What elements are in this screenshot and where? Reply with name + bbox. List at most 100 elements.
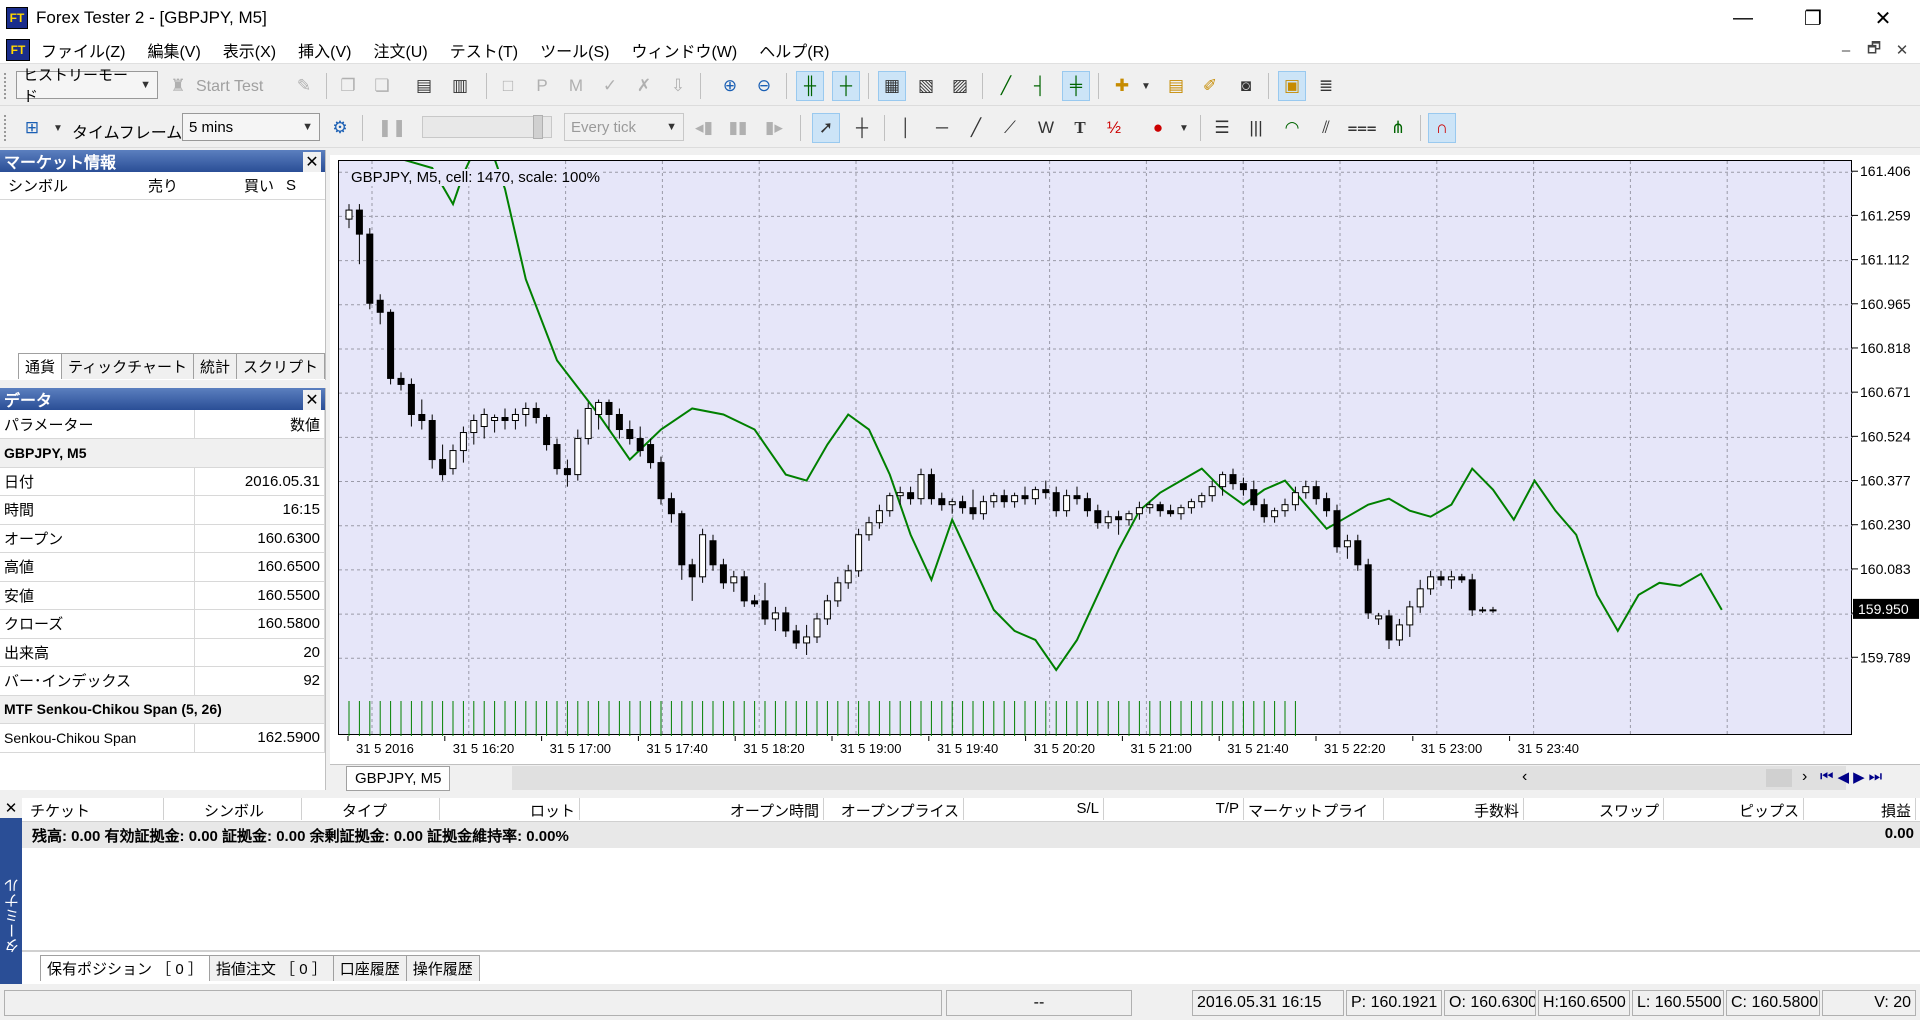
chevron-down-icon[interactable]: ▼ <box>53 122 63 134</box>
first-bar-icon[interactable]: ⏮ <box>1820 768 1834 785</box>
chart-canvas[interactable] <box>339 161 1853 736</box>
chart-shift-icon[interactable]: ▧ <box>917 76 935 95</box>
indicators-icon[interactable]: ✚ <box>1114 76 1130 95</box>
strategy-icon[interactable]: ▣ <box>1278 71 1306 101</box>
column-symbol[interactable]: シンボル <box>164 798 302 820</box>
column-bid[interactable]: 売り <box>147 178 178 195</box>
step-forward-icon[interactable]: ▮▸ <box>765 118 783 137</box>
next-bar-icon[interactable]: ▶ <box>1853 769 1865 786</box>
tab-scripts[interactable]: スクリプト <box>235 353 325 379</box>
chevron-down-icon[interactable]: ▼ <box>1141 80 1151 92</box>
fib-timezones-icon[interactable]: ||| <box>1249 118 1263 137</box>
zoom-out-icon[interactable]: ⊖ <box>756 76 772 95</box>
line-chart-icon[interactable]: ╱ <box>1000 76 1012 95</box>
test-settings-icon[interactable]: ✎ <box>296 76 312 95</box>
p-icon[interactable]: P <box>536 76 548 95</box>
column-open-time[interactable]: オープン時間 <box>580 798 824 820</box>
andrews-pitchfork-icon[interactable]: ⋔ <box>1390 118 1406 137</box>
vertical-line-icon[interactable]: │ <box>900 118 912 137</box>
column-market-price[interactable]: マーケットプライス <box>1244 798 1384 841</box>
crosshair-icon[interactable]: ┼ <box>855 118 869 137</box>
mdi-minimize-button[interactable]: – <box>1841 41 1851 59</box>
column-ask[interactable]: 買い <box>243 178 274 195</box>
menu-file[interactable]: ファイル(Z) <box>41 43 126 61</box>
channel-icon[interactable]: ⩶ <box>1347 118 1377 137</box>
close-icon[interactable]: ✕ <box>303 390 321 410</box>
zoom-in-icon[interactable]: ⊕ <box>722 76 738 95</box>
fibonacci-label-icon[interactable]: ½ <box>1106 118 1122 137</box>
menu-window[interactable]: ウィンドウ(W) <box>631 43 738 61</box>
new-chart-icon[interactable]: ⊞ <box>24 118 40 137</box>
chart-area[interactable]: GBPJPY, M5, cell: 1470, scale: 100% <box>338 160 1853 736</box>
column-open-price[interactable]: オープンプライス <box>824 798 964 820</box>
restore-button[interactable]: ❐ <box>1804 7 1822 30</box>
tab-pending-orders[interactable]: 指値注文 ［ 0 ］ <box>208 955 334 981</box>
step-icon[interactable]: ▮▮ <box>728 118 748 137</box>
export-icon[interactable]: ⇩ <box>670 76 686 95</box>
fib-fan-icon[interactable]: ⫽ <box>1322 118 1330 137</box>
import-data-icon[interactable]: ▥ <box>451 76 469 95</box>
close-icon[interactable]: ✕ <box>303 152 321 172</box>
column-pips[interactable]: ピップス <box>1664 798 1804 820</box>
mdi-close-button[interactable]: ✕ <box>1895 42 1909 59</box>
column-swap[interactable]: スワップ <box>1524 798 1664 820</box>
tab-chart[interactable]: GBPJPY, M5 <box>346 766 451 791</box>
new-file-icon[interactable]: □ <box>502 76 514 95</box>
column-type[interactable]: タイプ <box>302 798 440 820</box>
ray-icon[interactable]: ⟋ <box>1004 118 1016 137</box>
horizontal-line-icon[interactable]: ─ <box>935 118 949 137</box>
scroll-right-icon[interactable]: › <box>1802 768 1808 785</box>
menu-help[interactable]: ヘルプ(R) <box>759 43 830 61</box>
camera-icon[interactable]: ◙ <box>1240 76 1252 95</box>
step-back-icon[interactable]: ◂▮ <box>695 118 713 137</box>
pause-icon[interactable]: ❚❚ <box>377 118 407 137</box>
auto-scroll-icon[interactable]: ▦ <box>878 71 906 101</box>
tab-operation-history[interactable]: 操作履歴 <box>405 955 480 981</box>
candle-chart-icon[interactable]: ┼ <box>832 71 860 101</box>
cursor-icon[interactable]: ➚ <box>812 113 840 143</box>
tab-tick-chart[interactable]: ティックチャート <box>61 353 194 379</box>
close-icon[interactable]: ✕ <box>0 798 22 818</box>
column-spread[interactable]: S <box>285 177 296 194</box>
column-ticket[interactable]: チケット <box>26 798 164 820</box>
column-sl[interactable]: S/L <box>964 798 1104 820</box>
tab-open-positions[interactable]: 保有ポジション ［ 0 ］ <box>40 955 210 981</box>
m-icon[interactable]: M <box>568 76 584 95</box>
clock-gear-icon[interactable]: ⚙ <box>332 118 348 137</box>
menu-tools[interactable]: ツール(S) <box>540 43 610 61</box>
templates-icon[interactable]: ▤ <box>1167 76 1185 95</box>
prev-bar-icon[interactable]: ◀ <box>1837 769 1850 786</box>
scroll-left-icon[interactable]: ‹ <box>1522 768 1528 785</box>
trend-line-icon[interactable]: ╱ <box>970 118 982 137</box>
data-center-icon[interactable]: ▤ <box>415 76 433 95</box>
chart-grid-icon[interactable]: ▨ <box>951 76 969 95</box>
menu-view[interactable]: 表示(X) <box>222 43 277 61</box>
timeframe-select[interactable]: 5 mins ▼ <box>182 113 320 141</box>
brush-icon[interactable]: ✐ <box>1202 76 1218 95</box>
journal-icon[interactable]: ≣ <box>1318 76 1334 95</box>
fib-arcs-icon[interactable]: ◠ <box>1284 118 1300 137</box>
tab-statistics[interactable]: 統計 <box>192 353 237 379</box>
column-commission[interactable]: 手数料 <box>1384 798 1524 820</box>
cancel-icon[interactable]: ✗ <box>636 76 652 95</box>
text-icon[interactable]: T <box>1074 118 1086 137</box>
candlestick-chart-icon[interactable]: ╪ <box>1062 71 1090 101</box>
mdi-restore-button[interactable]: 🗗 <box>1866 39 1882 57</box>
last-bar-icon[interactable]: ⏭ <box>1868 768 1883 785</box>
start-test-button[interactable]: Start Test <box>196 78 264 95</box>
menu-test[interactable]: テスト(T) <box>449 43 519 61</box>
column-profit[interactable]: 損益 <box>1804 798 1916 820</box>
close-button[interactable]: ✕ <box>1874 7 1892 30</box>
bar-chart-icon[interactable]: ╫ <box>796 71 824 101</box>
paste-icon[interactable]: ❏ <box>374 76 390 95</box>
menu-edit[interactable]: 編集(V) <box>147 43 201 61</box>
wave-icon[interactable]: W <box>1037 118 1055 137</box>
menu-order[interactable]: 注文(U) <box>373 43 428 61</box>
minimize-button[interactable]: — <box>1733 6 1753 29</box>
mdi-app-icon[interactable]: FT <box>6 38 30 61</box>
tick-mode-select[interactable]: Every tick ▼ <box>564 113 684 141</box>
tab-account-history[interactable]: 口座履歴 <box>332 955 407 981</box>
menu-insert[interactable]: 挿入(V) <box>298 43 352 61</box>
column-tp[interactable]: T/P <box>1104 798 1244 820</box>
tab-currency[interactable]: 通貨 <box>18 353 63 379</box>
